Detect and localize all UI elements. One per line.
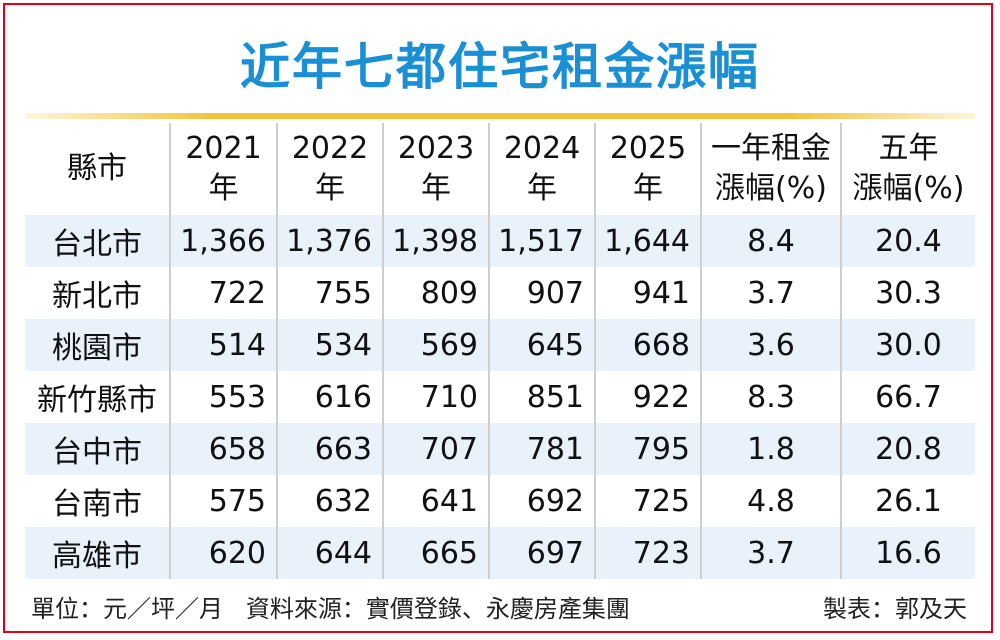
rent-value-cell: 514 xyxy=(169,319,277,371)
column-header-line2: 漲幅(%) xyxy=(852,171,965,206)
one-year-rate-cell: 3.7 xyxy=(700,267,841,319)
column-header: 2024 年 xyxy=(488,123,595,215)
rent-value-cell: 668 xyxy=(594,319,701,371)
column-header-line1: 2025 xyxy=(609,131,687,166)
city-cell: 新竹縣市 xyxy=(37,383,157,418)
city-cell: 桃園市 xyxy=(25,319,170,371)
rent-value-cell: 1,398 xyxy=(382,215,489,267)
rent-value-cell: 723 xyxy=(594,527,701,579)
one-year-rate-cell: 1.8 xyxy=(700,423,841,475)
column-header: 2023 年 xyxy=(382,123,489,215)
column-header-line1: 2022 xyxy=(291,131,369,166)
five-year-rate-cell: 20.8 xyxy=(840,423,975,475)
one-year-rate-cell: 3.7 xyxy=(700,527,841,579)
footer-credit: 製表：郭及天 xyxy=(823,595,967,623)
column-header-line2: 年 xyxy=(633,171,663,206)
rent-value-cell: 1,517 xyxy=(488,215,595,267)
footer-source: 資料來源：實價登錄、永慶房產集團 xyxy=(245,595,630,623)
rent-value-cell: 697 xyxy=(488,527,595,579)
table-row: 台中市 658 663 707 781 795 1.8 20.8 xyxy=(25,423,975,475)
city-cell: 新北市 xyxy=(52,279,142,314)
rent-table: 縣市 2021 年 2022 年 2023 年 2024 年 2025 年一年租金 漲幅(%) 五年 漲幅… xyxy=(25,123,975,579)
column-header-line2: 漲幅(%) xyxy=(715,171,827,206)
rent-value-cell: 851 xyxy=(488,371,595,423)
table-row: 新竹縣市 553 616 710 851 922 8.3 66.7 xyxy=(25,371,975,423)
table-row: 台北市 1,366 1,376 1,398 1,517 1,644 8.4 20.4 xyxy=(25,215,975,267)
rent-value-cell: 569 xyxy=(382,319,489,371)
rent-value-cell: 722 xyxy=(169,267,277,319)
column-header-line1: 縣市 xyxy=(67,151,127,186)
column-header: 2021 年 xyxy=(169,123,277,215)
column-header: 2022 年 xyxy=(276,123,383,215)
table-header-row: 縣市 2021 年 2022 年 2023 年 2024 年 2025 年一年租金 漲幅(%) 五年 漲幅… xyxy=(25,123,975,215)
footer-unit-source: 單位：元／坪／月 資料來源：實價登錄、永慶房產集團 xyxy=(31,589,630,624)
column-header-line2: 年 xyxy=(527,171,557,206)
table-body: 台北市 1,366 1,376 1,398 1,517 1,644 8.4 20.4 新北市 72… xyxy=(25,215,975,579)
rent-value-cell: 710 xyxy=(382,371,489,423)
rent-value-cell: 941 xyxy=(594,267,701,319)
rent-value-cell: 809 xyxy=(382,267,489,319)
five-year-rate-cell: 66.7 xyxy=(840,371,975,423)
rent-value-cell: 755 xyxy=(276,267,383,319)
five-year-rate-cell: 20.4 xyxy=(840,215,975,267)
rent-value-cell: 663 xyxy=(276,423,383,475)
one-year-rate-cell: 4.8 xyxy=(700,475,841,527)
city-cell: 台中市 xyxy=(25,423,170,475)
chart-frame: 近年七都住宅租金漲幅 縣市 2021 年 2022 年 2023 年 2024 年 2025 年 一年… xyxy=(3,3,993,633)
chart-title: 近年七都住宅租金漲幅 xyxy=(240,38,760,96)
column-header-line2: 年 xyxy=(208,171,239,206)
five-year-rate-cell: 30.0 xyxy=(840,319,975,371)
five-year-rate-cell: 30.3 xyxy=(840,267,975,319)
one-year-rate-cell: 3.6 xyxy=(700,319,841,371)
footer-unit: 單位：元／坪／月 xyxy=(31,595,223,623)
rent-value-cell: 616 xyxy=(276,371,383,423)
rent-value-cell: 922 xyxy=(594,371,701,423)
rent-value-cell: 692 xyxy=(488,475,595,527)
rent-value-cell: 644 xyxy=(276,527,383,579)
column-header: 一年租金漲幅(%) xyxy=(700,123,841,215)
title-underline xyxy=(25,113,975,119)
rent-value-cell: 553 xyxy=(169,371,277,423)
column-header: 縣市 xyxy=(25,123,170,215)
column-header-line1: 2021 xyxy=(185,131,262,166)
table-row: 桃園市 514 534 569 645 668 3.6 30.0 xyxy=(25,319,975,371)
rent-value-cell: 632 xyxy=(276,475,383,527)
one-year-rate-cell: 8.3 xyxy=(700,371,841,423)
rent-value-cell: 534 xyxy=(276,319,383,371)
rent-value-cell: 795 xyxy=(594,423,701,475)
rent-value-cell: 1,644 xyxy=(594,215,701,267)
column-header-line1: 五年 xyxy=(878,131,939,166)
rent-value-cell: 658 xyxy=(169,423,277,475)
five-year-rate-cell: 26.1 xyxy=(840,475,975,527)
column-header-line2: 年 xyxy=(421,171,451,206)
rent-value-cell: 707 xyxy=(382,423,489,475)
column-header-line2: 年 xyxy=(315,171,345,206)
city-cell: 高雄市 xyxy=(25,527,170,579)
column-header: 2025 年 xyxy=(594,123,701,215)
rent-value-cell: 645 xyxy=(488,319,595,371)
table-footer: 單位：元／坪／月 資料來源：實價登錄、永慶房產集團 製表：郭及天 xyxy=(5,585,995,625)
table-row: 台南市 575 632 641 692 725 4.8 26.1 xyxy=(25,475,975,527)
rent-value-cell: 665 xyxy=(382,527,489,579)
column-header: 五年漲幅(%) xyxy=(840,123,975,215)
column-header-line1: 2023 xyxy=(397,131,475,166)
one-year-rate-cell: 8.4 xyxy=(700,215,841,267)
city-cell: 台南市 xyxy=(52,487,142,522)
rent-value-cell: 1,366 xyxy=(169,215,277,267)
rent-value-cell: 907 xyxy=(488,267,595,319)
rent-value-cell: 781 xyxy=(488,423,595,475)
table-row: 高雄市 620 644 665 697 723 3.7 16.6 xyxy=(25,527,975,579)
column-header-line1: 2024 xyxy=(503,131,581,166)
table-row: 新北市 722 755 809 907 941 3.7 30.3 xyxy=(25,267,975,319)
rent-value-cell: 725 xyxy=(594,475,701,527)
five-year-rate-cell: 16.6 xyxy=(840,527,975,579)
rent-value-cell: 641 xyxy=(382,475,489,527)
column-header-line1: 一年租金 xyxy=(711,131,831,166)
rent-value-cell: 575 xyxy=(169,475,277,527)
city-cell: 台北市 xyxy=(25,215,170,267)
rent-value-cell: 620 xyxy=(169,527,277,579)
rent-value-cell: 1,376 xyxy=(276,215,383,267)
